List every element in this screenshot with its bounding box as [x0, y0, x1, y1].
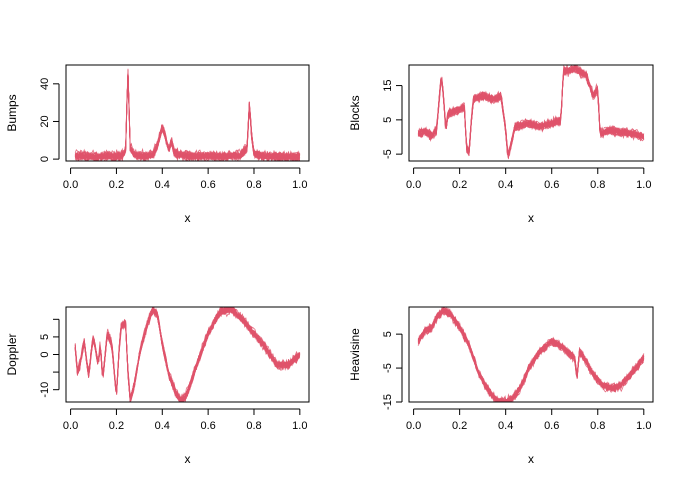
- replicate-line: [74, 307, 301, 402]
- replicate-line: [417, 310, 645, 402]
- replicate-line: [74, 74, 301, 161]
- replicate-line: [74, 307, 301, 402]
- x-tick-label: 1.0: [636, 179, 651, 191]
- replicate-line: [75, 71, 300, 161]
- y-tick-label: 0: [39, 351, 51, 357]
- x-tick-label: 0.2: [109, 179, 124, 191]
- replicate-line: [74, 307, 301, 402]
- plot-frame: [65, 306, 310, 403]
- x-axis-title: x: [185, 211, 191, 225]
- series-group: [417, 65, 645, 160]
- replicate-line: [417, 308, 645, 402]
- x-tick-label: 1.0: [292, 420, 307, 432]
- replicate-line: [418, 308, 645, 402]
- replicate-line: [75, 71, 301, 159]
- x-tick-label: 1.0: [292, 179, 307, 191]
- x-tick-label: 0.4: [155, 420, 170, 432]
- x-tick-label: 0.8: [246, 179, 261, 191]
- x-tick-label: 0.8: [590, 420, 605, 432]
- x-tick-label: 0.4: [498, 179, 513, 191]
- plot-frame: [65, 64, 310, 162]
- replicate-line: [74, 308, 300, 402]
- x-tick-label: 0.6: [200, 179, 215, 191]
- x-axis-title: x: [528, 452, 534, 466]
- x-tick-label: 0.6: [200, 420, 215, 432]
- y-tick-label: -5: [382, 149, 394, 159]
- series-group: [74, 68, 301, 161]
- y-tick-label: -15: [382, 394, 394, 410]
- replicate-line: [74, 71, 301, 161]
- replicate-line: [75, 71, 301, 161]
- y-tick-label: 20: [39, 115, 51, 127]
- replicate-line: [74, 70, 300, 161]
- x-tick-label: 0.0: [63, 420, 78, 432]
- panel-blocks: 0.0 0.2 0.4 0.6 0.8 1.0 x -5 5 15 Blocks: [348, 64, 654, 225]
- x-tick-label: 0.4: [155, 179, 170, 191]
- replicate-line: [74, 71, 301, 161]
- x-tick-label: 0.2: [109, 420, 124, 432]
- y-tick-label: -5: [382, 363, 394, 373]
- x-tick-label: 0.2: [452, 420, 467, 432]
- replicate-line: [74, 74, 301, 161]
- replicate-line: [74, 68, 301, 161]
- y-tick-label: -10: [39, 382, 51, 398]
- replicate-line: [74, 71, 301, 161]
- x-tick-label: 0.0: [406, 420, 421, 432]
- replicate-line: [74, 69, 301, 160]
- replicate-line: [74, 307, 300, 402]
- y-axis-title: Blocks: [348, 95, 362, 130]
- replicate-line: [417, 311, 644, 402]
- y-tick-label: 5: [39, 334, 51, 340]
- x-tick-label: 0.6: [544, 179, 559, 191]
- replicate-line: [74, 70, 301, 161]
- x-tick-label: 0.4: [498, 420, 513, 432]
- x-tick-label: 0.0: [63, 179, 78, 191]
- replicate-line: [75, 70, 301, 161]
- x-tick-label: 0.0: [406, 179, 421, 191]
- panel-bumps: 0.0 0.2 0.4 0.6 0.8 1.0 x 0 20 40 Bumps: [5, 64, 310, 225]
- replicate-line: [74, 70, 301, 161]
- panel-heavisine: 0.0 0.2 0.4 0.6 0.8 1.0 x -15 -5 5 Heavisine: [348, 306, 654, 466]
- x-tick-label: 0.8: [246, 420, 261, 432]
- plot-frame: [408, 306, 654, 403]
- replicate-line: [74, 72, 301, 161]
- replicate-line: [74, 73, 301, 160]
- plot-frame: [408, 64, 654, 162]
- replicate-line: [417, 65, 645, 159]
- panel-doppler: 0.0 0.2 0.4 0.6 0.8 1.0 x -10 0 5 Doppler: [5, 306, 310, 466]
- x-tick-label: 1.0: [636, 420, 651, 432]
- replicate-line: [74, 70, 301, 161]
- series-group: [74, 307, 301, 402]
- replicate-line: [74, 74, 301, 161]
- x-tick-label: 0.2: [452, 179, 467, 191]
- replicate-line: [74, 70, 301, 161]
- x-axis-title: x: [528, 211, 534, 225]
- y-axis-title: Heavisine: [348, 328, 362, 381]
- y-tick-label: 5: [382, 117, 394, 123]
- x-tick-label: 0.8: [590, 179, 605, 191]
- replicate-line: [417, 310, 645, 402]
- replicate-line: [417, 307, 644, 402]
- y-axis-title: Bumps: [5, 94, 19, 131]
- replicate-line: [74, 307, 301, 402]
- x-axis-title: x: [185, 452, 191, 466]
- replicate-line: [417, 65, 645, 154]
- replicate-line: [74, 72, 301, 161]
- series-group: [417, 307, 645, 402]
- replicate-line: [74, 72, 300, 159]
- replicate-line: [75, 69, 301, 161]
- y-tick-label: 5: [382, 331, 394, 337]
- y-axis-title: Doppler: [5, 333, 19, 375]
- replicate-line: [74, 72, 300, 161]
- replicate-line: [74, 73, 300, 161]
- replicate-line: [74, 70, 300, 161]
- x-tick-label: 0.6: [544, 420, 559, 432]
- y-tick-label: 40: [39, 78, 51, 90]
- replicate-line: [74, 308, 301, 402]
- y-tick-label: 15: [382, 79, 394, 91]
- y-tick-label: 0: [39, 156, 51, 162]
